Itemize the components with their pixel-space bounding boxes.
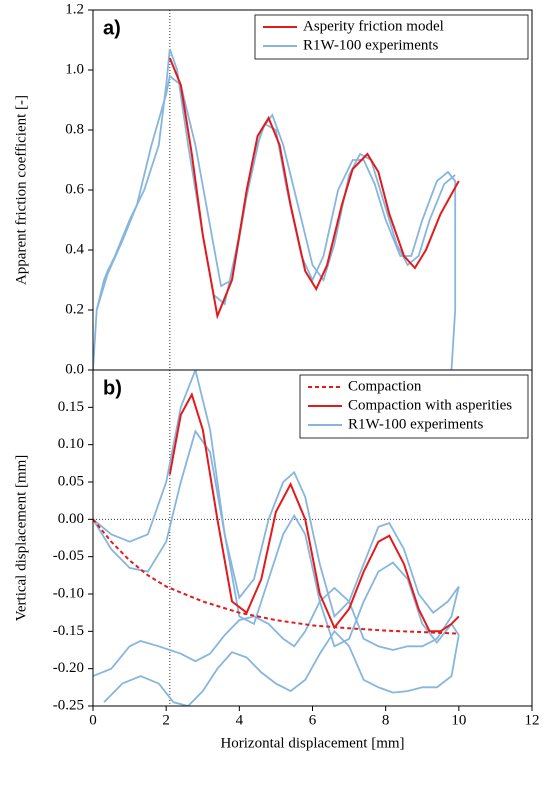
series-line <box>103 629 460 706</box>
y-tick-label: 1.0 <box>65 61 84 77</box>
series-line <box>93 48 457 370</box>
x-tick-label: 2 <box>162 712 170 728</box>
y-tick-label: 0.6 <box>65 181 84 197</box>
plot-frame <box>92 9 533 371</box>
panel-label: b) <box>103 377 122 399</box>
y-tick-label: 0.05 <box>58 473 84 489</box>
y-axis-title: Apparent friction coefficient [-] <box>13 95 29 285</box>
panel-label: a) <box>103 17 121 39</box>
x-axis-title: Horizontal displacement [mm] <box>220 735 404 751</box>
series-line <box>95 74 456 311</box>
y-tick-label: 0.10 <box>58 436 84 452</box>
x-tick-label: 4 <box>236 712 244 728</box>
legend-label: R1W-100 experiments <box>348 416 484 432</box>
y-tick-label: -0.10 <box>53 585 84 601</box>
y-tick-label: -0.05 <box>53 548 84 564</box>
y-tick-label: 1.2 <box>65 1 84 17</box>
series-line <box>93 370 460 619</box>
y-tick-label: -0.15 <box>53 623 84 639</box>
x-tick-label: 10 <box>451 712 466 728</box>
legend-box <box>254 14 529 60</box>
y-tick-label: -0.25 <box>53 697 84 713</box>
legend-label: Asperity friction model <box>303 18 444 34</box>
x-tick-label: 0 <box>89 712 97 728</box>
x-tick-label: 8 <box>382 712 390 728</box>
series-line <box>93 429 460 648</box>
series-line <box>168 392 460 633</box>
series-line <box>168 57 460 320</box>
y-axis-title: Vertical displacement [mm] <box>13 455 29 622</box>
x-tick-label: 6 <box>309 712 317 728</box>
y-tick-label: -0.20 <box>53 660 84 676</box>
legend-label: Compaction with asperities <box>348 397 512 413</box>
y-tick-label: 0.0 <box>65 361 84 377</box>
y-tick-label: 0.8 <box>65 121 84 137</box>
legend-label: R1W-100 experiments <box>303 37 439 53</box>
y-tick-label: 0.15 <box>58 399 84 415</box>
series-line <box>93 518 459 635</box>
y-tick-label: 0.2 <box>65 301 84 317</box>
series-line <box>93 586 460 677</box>
legend-label: Compaction <box>348 378 422 394</box>
y-tick-label: 0.00 <box>58 511 84 527</box>
plot-frame <box>92 369 533 707</box>
y-tick-label: 0.4 <box>65 241 84 257</box>
x-tick-label: 12 <box>525 712 540 728</box>
